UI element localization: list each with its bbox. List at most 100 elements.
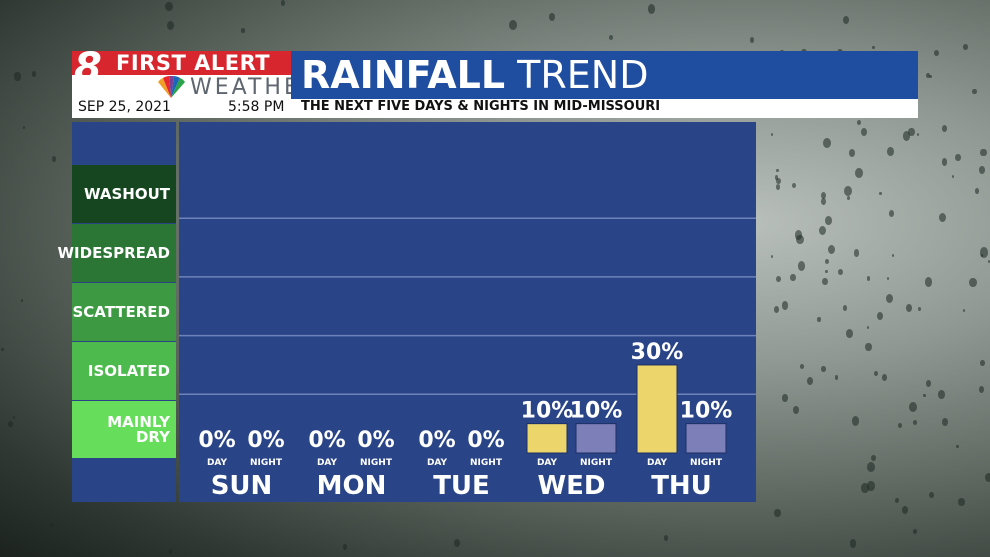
raindrop [453,538,460,547]
raindrop [929,74,932,78]
night-value-label: 0% [467,428,504,453]
raindrop [796,234,804,245]
category-label: THU [651,471,712,501]
chart-svg: 0% DAY 0% NIGHT SUN 0% DAY 0% NIGHT MON 0% DAY 0% NIG… [179,217,756,501]
raindrop [647,4,656,14]
raindrop [820,192,827,199]
night-series-label: NIGHT [470,458,503,468]
level-label: WASHOUT [83,184,170,203]
raindrop [825,270,828,274]
raindrop [860,128,867,136]
night-value-label: 0% [357,428,394,453]
raindrop [49,523,53,528]
raindrop [941,158,948,166]
raindrop [916,132,920,137]
night-series-label: NIGHT [690,458,723,468]
raindrop [854,167,863,178]
level-label: ISOLATED [87,361,170,380]
raindrop [824,216,832,225]
raindrop [938,390,946,400]
day-series-label: DAY [647,458,668,468]
logo-channel-number: 8 [74,51,102,91]
level-label: SCATTERED [72,302,170,321]
day-bar [526,423,568,454]
raindrop [917,306,921,311]
raindrop [978,166,985,174]
level-mainly-dry: MAINLY DRY [72,401,176,458]
raindrop [851,416,860,427]
day-value-label: 0% [198,428,235,453]
raindrop [774,175,778,180]
raindrop [776,184,781,190]
raindrop [776,178,782,185]
raindrop [978,386,985,394]
raindrop [837,268,843,276]
raindrop [749,37,755,44]
raindrop [842,304,848,311]
raindrop [866,462,875,473]
raindrop [866,276,871,282]
level-label: MAINLY DRY [107,412,170,446]
raindrop [773,306,779,313]
raindrop [933,49,939,57]
level-widespread: WIDESPREAD [58,224,176,282]
raindrop [0,347,4,352]
day-bar [636,364,678,454]
station-logo: 8 FIRST ALERT WEATHER [72,51,291,99]
raindrop [877,312,884,320]
raindrop [847,195,850,200]
level-label: WIDESPREAD [57,243,170,262]
raindrop [792,182,797,188]
raindrop [8,421,13,428]
raindrop [794,229,803,240]
raindrop [958,497,966,507]
raindrop [980,247,989,258]
raindrop [908,128,915,137]
raindrop [165,1,173,12]
raindrop [820,198,826,205]
raindrop [828,244,836,254]
night-value-label: 0% [247,428,284,453]
raindrop [923,393,926,397]
raindrop [898,422,903,428]
rainfall-chart: 0% DAY 0% NIGHT SUN 0% DAY 0% NIGHT MON 0% DAY 0% NIG… [179,122,756,502]
raindrop [849,539,857,548]
raindrop [972,88,977,95]
day-series-label: DAY [537,458,558,468]
raindrop [885,293,893,303]
raindrop [842,16,849,25]
raindrop [928,491,934,499]
logo-red-band [72,51,291,75]
raindrop [980,360,985,367]
peacock-icon [158,76,185,98]
raindrop [807,377,814,385]
raindrop [343,544,348,550]
raindrop [509,19,518,30]
raindrop [895,498,900,504]
raindrop [663,535,669,542]
night-series-label: NIGHT [360,458,393,468]
raindrop [609,35,614,41]
raindrop [909,402,918,413]
raindrop [871,455,876,461]
title-bar: RAINFALL TREND [291,51,918,99]
page-title: RAINFALL TREND [301,53,648,97]
raindrop [974,188,980,195]
raindrop [799,363,805,370]
night-value-label: 10% [570,399,623,424]
raindrop [241,28,245,33]
day-value-label: 0% [308,428,345,453]
category-label: TUE [433,471,490,501]
title-bold: RAINFALL [301,53,506,97]
title-light: TREND [517,53,649,97]
subtitle-bar: SEP 25, 2021 5:58 PM THE NEXT FIVE DAYS … [72,99,918,118]
day-series-label: DAY [207,458,228,468]
raindrop [874,370,878,376]
raindrop [31,70,36,77]
raindrop [835,375,839,380]
raindrop [984,472,990,482]
raindrop [797,261,805,271]
level-scattered: SCATTERED [72,283,176,341]
raindrop [843,185,852,196]
raindrop [853,249,860,257]
